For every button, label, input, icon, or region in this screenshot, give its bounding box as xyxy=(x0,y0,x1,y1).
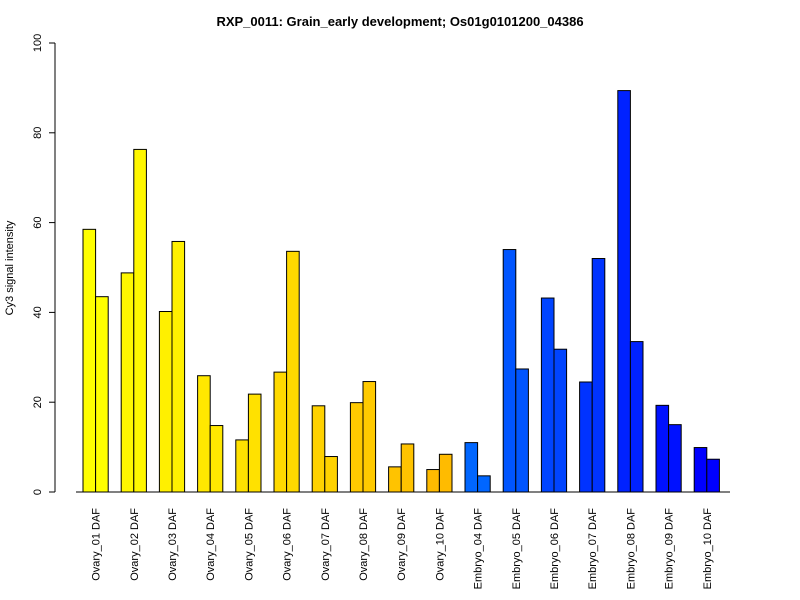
bar xyxy=(438,453,453,493)
y-axis: 0 20 40 60 80 100 xyxy=(32,34,56,495)
y-tick-label: 60 xyxy=(32,216,44,228)
x-tick-label: Ovary_10 DAF xyxy=(434,508,446,581)
bar xyxy=(553,348,568,493)
bar xyxy=(706,458,720,493)
x-tick-label: Embryo_04 DAF xyxy=(473,508,485,590)
bar xyxy=(171,240,186,493)
x-tick-label: Ovary_03 DAF xyxy=(167,508,179,581)
y-axis-label: Cy3 signal intensity xyxy=(4,220,16,315)
x-tick-label: Embryo_07 DAF xyxy=(587,508,599,590)
bar xyxy=(515,368,529,493)
x-tick-label: Ovary_01 DAF xyxy=(91,508,103,581)
bar xyxy=(540,297,555,493)
x-tick-label: Embryo_05 DAF xyxy=(511,508,523,590)
bar xyxy=(82,228,97,493)
x-tick-label: Ovary_04 DAF xyxy=(205,508,217,581)
bar xyxy=(133,148,147,493)
bar xyxy=(324,456,338,493)
bar xyxy=(362,381,377,493)
bar xyxy=(693,447,708,493)
x-tick-label: Ovary_07 DAF xyxy=(320,508,332,581)
bar xyxy=(349,402,364,493)
bar xyxy=(388,466,402,493)
bar xyxy=(426,469,440,493)
bar xyxy=(464,442,479,493)
x-tick-label: Ovary_08 DAF xyxy=(358,508,370,581)
bar xyxy=(273,371,288,493)
bar xyxy=(120,272,135,493)
bar xyxy=(591,258,606,493)
bar xyxy=(579,381,593,493)
bar xyxy=(235,439,249,493)
chart-title: RXP_0011: Grain_early development; Os01g… xyxy=(216,14,583,29)
bar xyxy=(311,405,326,493)
bar xyxy=(158,311,173,493)
x-tick-label: Ovary_02 DAF xyxy=(129,508,141,581)
bar xyxy=(502,249,517,493)
bar xyxy=(629,341,644,493)
bar xyxy=(286,250,300,493)
bar xyxy=(400,443,415,493)
x-tick-label: Embryo_09 DAF xyxy=(664,508,676,590)
y-tick-label: 80 xyxy=(32,127,44,139)
x-tick-labels: Ovary_01 DAF Ovary_02 DAF Ovary_03 DAF Ovar… xyxy=(91,508,714,590)
bar xyxy=(197,375,211,493)
x-tick-label: Embryo_08 DAF xyxy=(625,508,637,590)
x-tick-label: Ovary_05 DAF xyxy=(243,508,255,581)
x-tick-label: Ovary_06 DAF xyxy=(282,508,294,581)
x-tick-label: Embryo_06 DAF xyxy=(549,508,561,590)
bar xyxy=(617,90,631,493)
bar xyxy=(209,425,224,493)
x-tick-label: Ovary_09 DAF xyxy=(396,508,408,581)
bars-group xyxy=(82,90,720,493)
bar xyxy=(477,475,491,493)
bar xyxy=(247,393,262,493)
y-tick-label: 100 xyxy=(32,34,44,52)
y-tick-label: 40 xyxy=(32,306,44,318)
bar xyxy=(95,296,109,493)
x-tick-label: Embryo_10 DAF xyxy=(702,508,714,590)
bar xyxy=(655,404,670,493)
y-tick-label: 20 xyxy=(32,396,44,408)
bar xyxy=(668,424,682,493)
y-tick-label: 0 xyxy=(32,489,44,495)
